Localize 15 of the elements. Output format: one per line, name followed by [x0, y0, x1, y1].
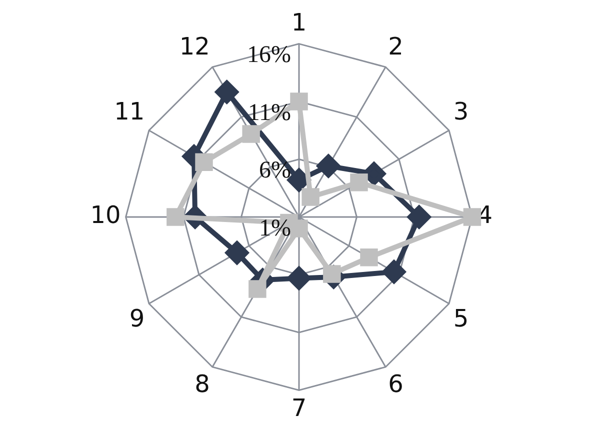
spoke-label: 8: [194, 370, 210, 398]
spoke-label: 12: [179, 32, 210, 61]
spoke-label: 2: [388, 32, 404, 61]
y-tick-label: 11%: [248, 100, 291, 126]
y-tick-label: 16%: [247, 42, 291, 68]
spoke-label: 7: [291, 394, 307, 422]
spoke-label: 11: [114, 98, 145, 126]
spoke-label: 9: [129, 304, 145, 333]
spoke-label: 5: [453, 304, 469, 333]
spoke-label: 1: [291, 8, 307, 37]
spoke-label: 10: [90, 201, 121, 230]
y-tick-label: 6%: [259, 158, 291, 184]
y-tick-label: 1%: [259, 215, 291, 242]
spoke-label: 3: [453, 98, 469, 126]
spoke-label: 6: [388, 370, 404, 398]
